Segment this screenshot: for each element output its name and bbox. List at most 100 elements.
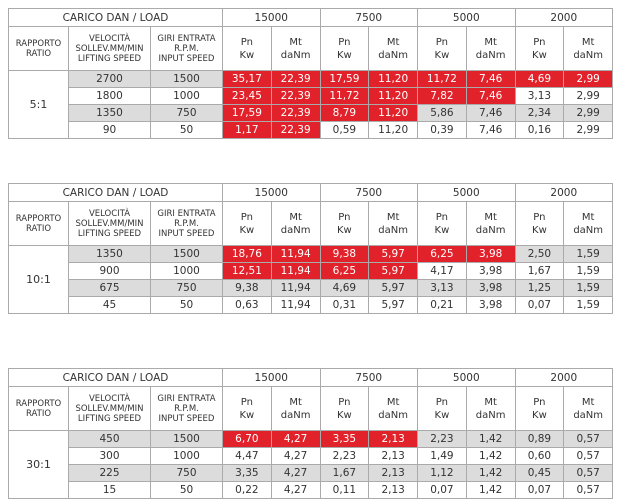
unit-header: Pn Kw xyxy=(319,26,370,71)
header-line: R.P.M. xyxy=(174,218,199,229)
value-cell: 4,27 xyxy=(270,464,321,482)
rpm: 1000 xyxy=(150,262,223,280)
load-label: CARICO DAN / LOAD xyxy=(8,183,223,202)
ratio: 5:1 xyxy=(8,70,69,139)
subheader-row: RAPPORTO RATIO VELOCITÀ SOLLEV.MM/MIN LIFTIN… xyxy=(8,201,614,246)
header-line: Pn xyxy=(435,396,448,408)
value-cell: 1,59 xyxy=(563,296,614,314)
value-cell: 0,57 xyxy=(563,464,614,482)
header-line: Mt xyxy=(581,36,595,48)
unit-header: Pn Kw xyxy=(417,386,467,431)
value-cell: 3,13 xyxy=(514,87,565,105)
value-cell: 1,59 xyxy=(563,245,614,263)
value-cell: 1,59 xyxy=(563,262,614,280)
rpm: 1500 xyxy=(150,430,223,448)
ratio-header: RAPPORTO RATIO xyxy=(8,26,69,71)
value-cell: 1,49 xyxy=(417,447,467,465)
ratio: 10:1 xyxy=(8,245,69,314)
value-cell: 1,42 xyxy=(465,430,516,448)
value-cell: 18,76 xyxy=(222,245,272,263)
value-cell: 0,57 xyxy=(563,481,614,499)
rpm: 1000 xyxy=(150,447,223,465)
header-line: daNm xyxy=(475,49,506,61)
speed: 2700 xyxy=(68,70,151,88)
data-row: 1800 1000 23,45 22,39 11,72 11,20 7,82 7,46 3,13… xyxy=(9,87,614,105)
unit-header: Pn Kw xyxy=(222,26,272,71)
value-cell: 17,59 xyxy=(319,70,370,88)
unit-header: Mt daNm xyxy=(465,386,516,431)
header-line: Pn xyxy=(338,211,351,223)
header-line: Pn xyxy=(533,211,546,223)
header-line: daNm xyxy=(280,49,311,61)
value-cell: 2,23 xyxy=(417,430,467,448)
unit-header: Pn Kw xyxy=(319,201,370,246)
speed: 1800 xyxy=(68,87,151,105)
data-row: 1350 750 17,59 22,39 8,79 11,20 5,86 7,46 2,34 2,… xyxy=(9,104,614,122)
speed: 225 xyxy=(68,464,151,482)
value-cell: 0,57 xyxy=(563,430,614,448)
value-cell: 1,42 xyxy=(465,481,516,499)
header-line: GIRI ENTRATA xyxy=(157,33,216,44)
speed: 675 xyxy=(68,279,151,297)
load-label: CARICO DAN / LOAD xyxy=(8,8,223,27)
header-line: Mt xyxy=(386,396,400,408)
rpm: 750 xyxy=(150,279,223,297)
speed: 450 xyxy=(68,430,151,448)
header-line: Kw xyxy=(337,409,352,421)
header-line: daNm xyxy=(280,409,311,421)
header-line: Mt xyxy=(289,396,302,408)
header-line: Pn xyxy=(240,396,253,408)
header-line: Mt xyxy=(289,36,302,48)
header-line: SOLLEV.MM/MIN xyxy=(75,218,144,229)
rpm-header: GIRI ENTRATA R.P.M. INPUT SPEED xyxy=(150,386,223,431)
value-cell: 7,46 xyxy=(465,121,516,139)
load-value: 7500 xyxy=(319,183,419,202)
value-cell: 22,39 xyxy=(270,70,321,88)
header-line: Mt xyxy=(581,396,595,408)
data-row: 15 50 0,22 4,27 0,11 2,13 0,07 1,42 0,07 0,57 xyxy=(9,481,614,499)
load-label: CARICO DAN / LOAD xyxy=(8,368,223,387)
value-cell: 5,97 xyxy=(368,262,419,280)
header-line: RATIO xyxy=(25,48,52,59)
ratio-header: RAPPORTO RATIO xyxy=(8,386,69,431)
value-cell: 11,94 xyxy=(270,245,321,263)
spec-table: CARICO DAN / LOAD 15000 7500 5000 2000 RAPPOR… xyxy=(8,183,614,314)
unit-header: Pn Kw xyxy=(514,26,565,71)
header-line: Kw xyxy=(337,49,352,61)
load-value: 7500 xyxy=(319,8,419,27)
header-line: RATIO xyxy=(25,408,52,419)
value-cell: 11,94 xyxy=(270,262,321,280)
value-cell: 5,97 xyxy=(368,296,419,314)
data-row: 45 50 0,63 11,94 0,31 5,97 0,21 3,98 0,07 1,59 xyxy=(9,296,614,314)
value-cell: 0,16 xyxy=(514,121,565,139)
data-row: 675 750 9,38 11,94 4,69 5,97 3,13 3,98 1,25 1,59 xyxy=(9,279,614,297)
value-cell: 23,45 xyxy=(222,87,272,105)
unit-header: Mt daNm xyxy=(465,201,516,246)
header-line: Pn xyxy=(338,36,351,48)
unit-header: Mt daNm xyxy=(368,201,419,246)
data-row: 90 50 1,17 22,39 0,59 11,20 0,39 7,46 0,16 2,99 xyxy=(9,121,614,139)
header-line: Mt xyxy=(289,211,302,223)
rpm: 1500 xyxy=(150,70,223,88)
header-row: CARICO DAN / LOAD 15000 7500 5000 2000 xyxy=(8,8,614,27)
value-cell: 0,07 xyxy=(514,296,565,314)
header-line: Mt xyxy=(581,211,595,223)
value-cell: 5,97 xyxy=(368,279,419,297)
value-cell: 22,39 xyxy=(270,121,321,139)
value-cell: 4,27 xyxy=(270,430,321,448)
value-cell: 1,42 xyxy=(465,447,516,465)
header-line: daNm xyxy=(280,224,311,236)
value-cell: 2,99 xyxy=(563,121,614,139)
header-line: Pn xyxy=(240,211,253,223)
value-cell: 2,23 xyxy=(319,447,370,465)
unit-header: Pn Kw xyxy=(417,201,467,246)
header-line: Pn xyxy=(435,211,448,223)
load-value: 15000 xyxy=(222,368,321,387)
data-row: 30:1 450 1500 6,70 4,27 3,35 2,13 2,23 1,42 0,89 0… xyxy=(8,430,614,499)
value-cell: 0,31 xyxy=(319,296,370,314)
data-row: 5:1 2700 1500 35,17 22,39 17,59 11,20 11,72 7,46… xyxy=(8,70,614,139)
value-cell: 9,38 xyxy=(319,245,370,263)
value-cell: 4,17 xyxy=(417,262,467,280)
unit-header: Mt daNm xyxy=(563,386,614,431)
unit-header: Mt daNm xyxy=(270,386,321,431)
